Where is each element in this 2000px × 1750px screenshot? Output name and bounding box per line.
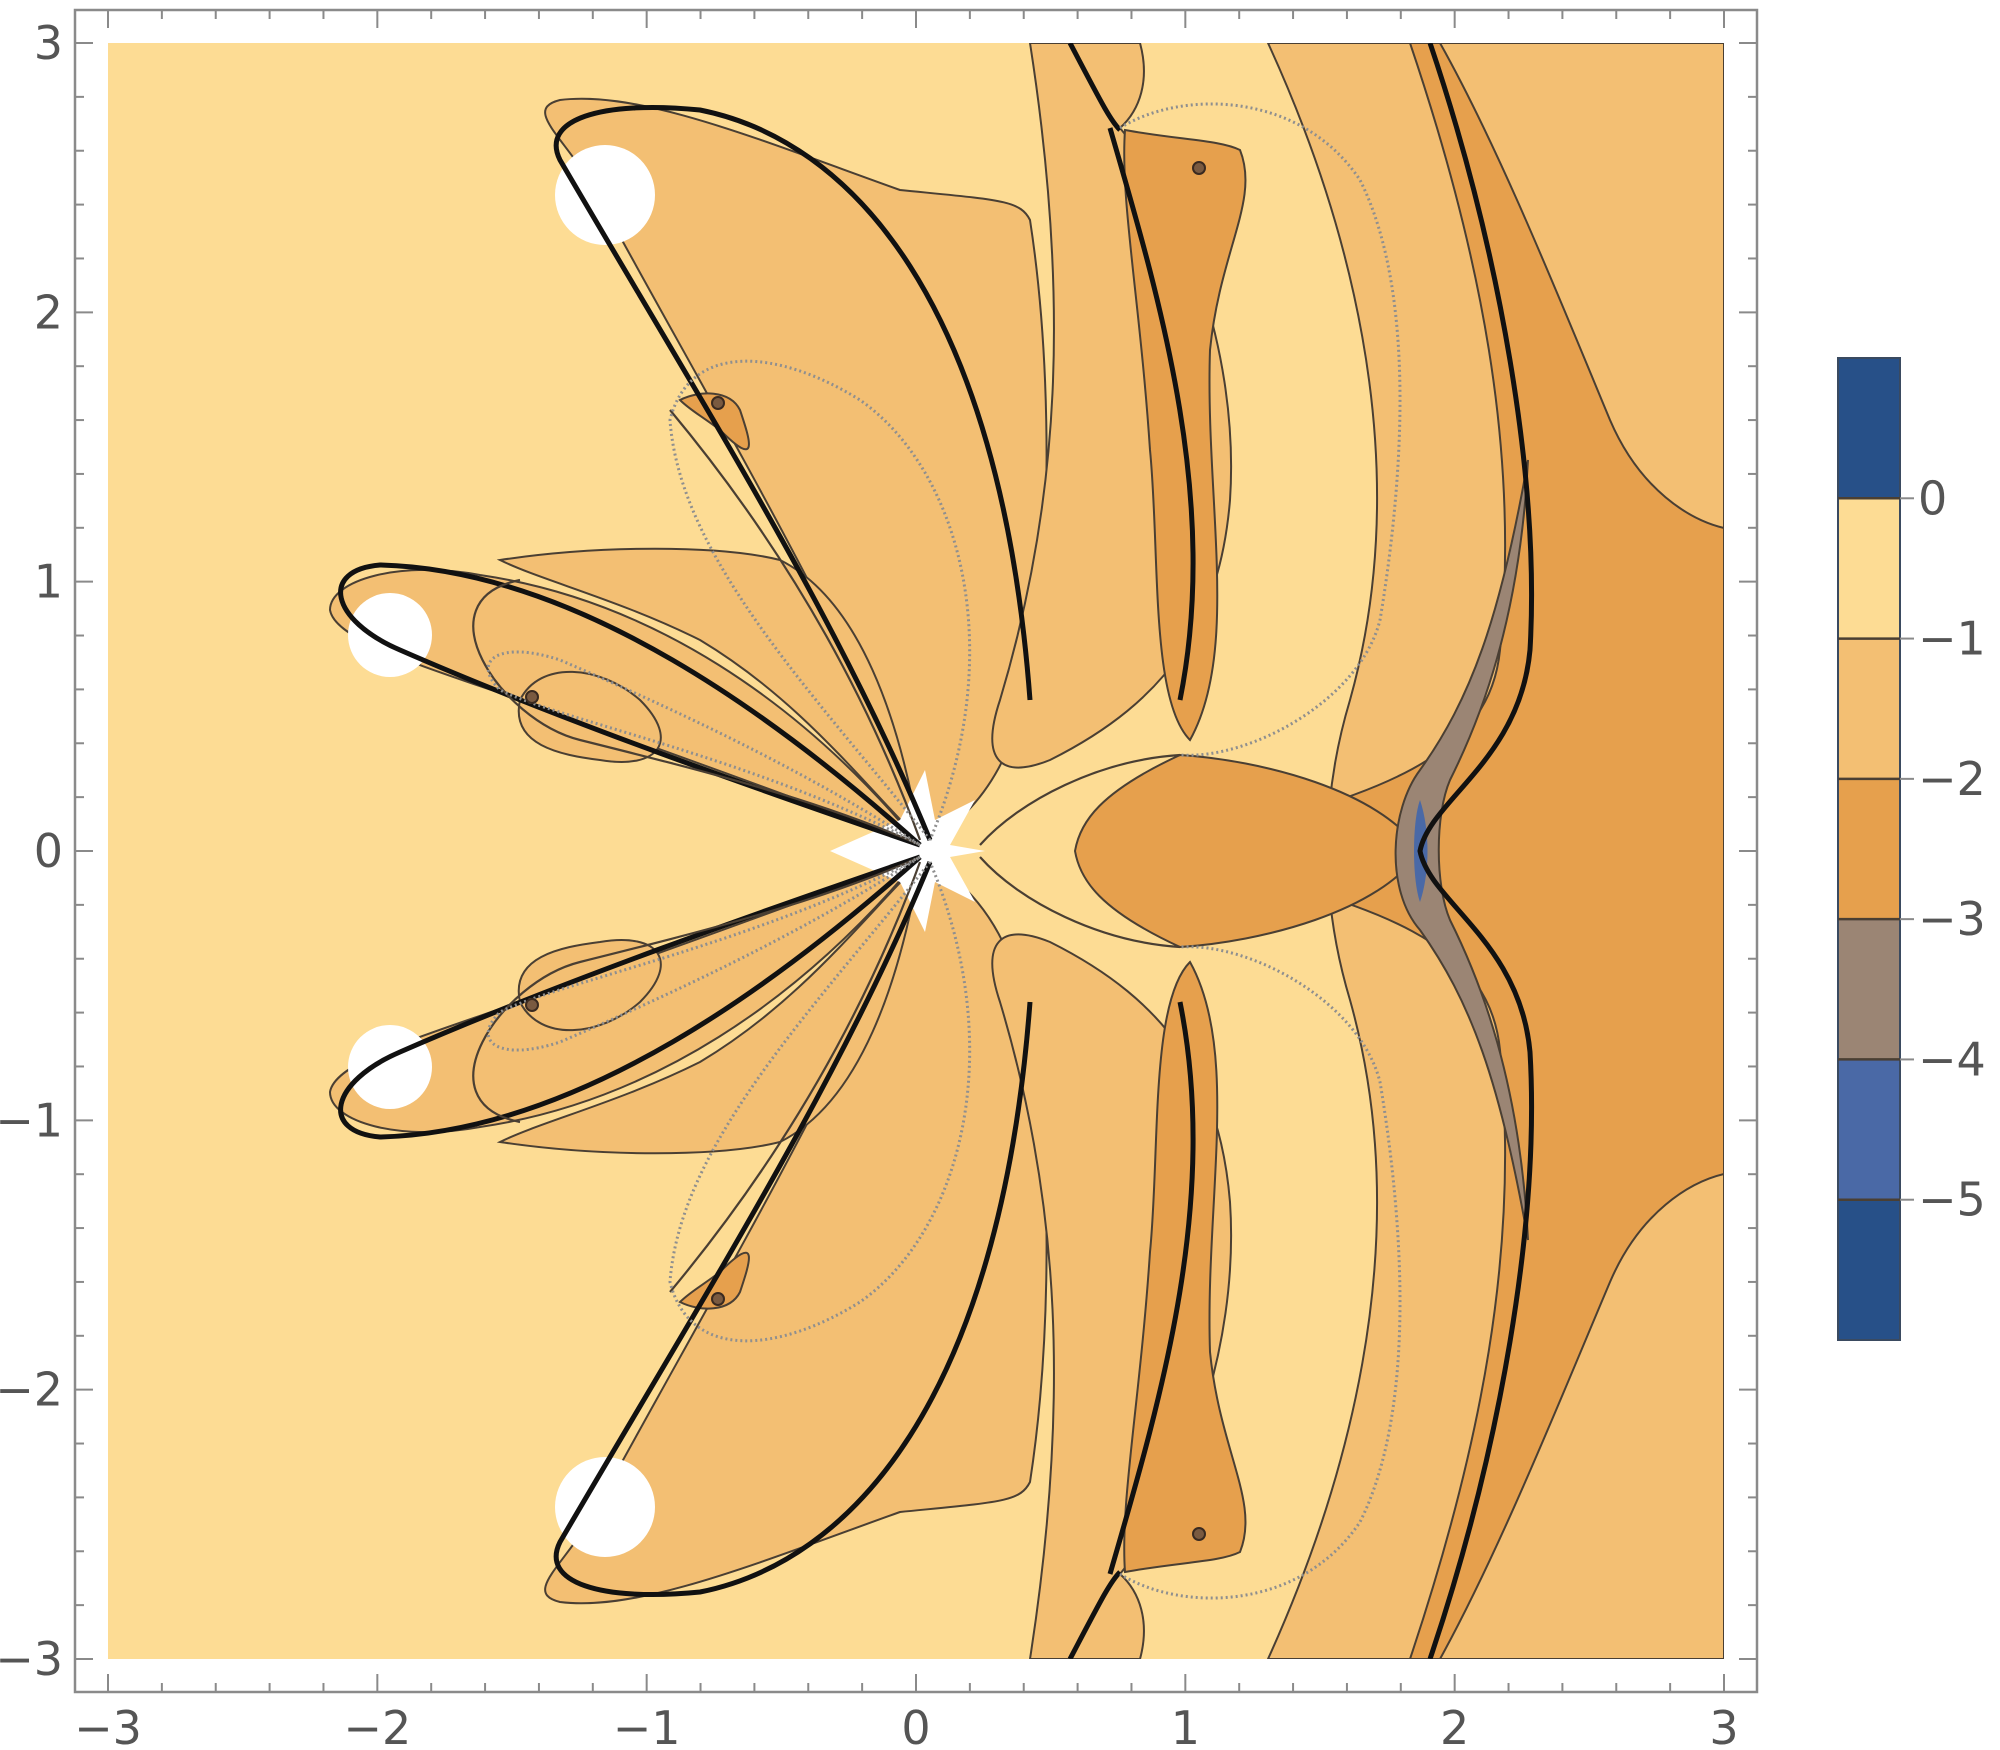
small-marker: [711, 1292, 725, 1306]
contour-line: [979, 856, 1181, 949]
white-disc: [555, 1457, 655, 1557]
dotted-loop: [486, 650, 921, 847]
small-marker: [1192, 1527, 1206, 1541]
colorbar-band: [1838, 1199, 1900, 1340]
colorbar-band: [1838, 778, 1900, 920]
contour-line: [472, 855, 921, 1124]
colorbar-label: −5: [1918, 1173, 1986, 1227]
y-tick-label: 1: [34, 555, 63, 609]
small-marker: [711, 396, 725, 410]
colorbar-band: [1838, 919, 1900, 1060]
colorbar-label: −2: [1918, 752, 1986, 806]
dotted-loop: [668, 861, 972, 1343]
y-tick-label: −2: [0, 1363, 63, 1417]
y-tick-label: 3: [34, 16, 63, 70]
y-tick-label: −1: [0, 1093, 63, 1147]
bold-contour: [1067, 1570, 1122, 1659]
contour-line: [669, 409, 922, 841]
dotted-loop: [486, 855, 921, 1052]
bold-contour: [338, 854, 922, 1140]
small-marker: [1192, 161, 1206, 175]
small-marker: [525, 690, 539, 704]
contour-regions: [328, 43, 1724, 1659]
white-disc: [348, 593, 432, 677]
colorbar-label: 0: [1918, 471, 1947, 525]
bold-contour: [1107, 1001, 1196, 1575]
colorbar-band: [1838, 498, 1900, 639]
x-tick-label: 1: [1171, 1701, 1200, 1750]
x-tick-label: 2: [1440, 1701, 1469, 1750]
dotted-loop: [668, 359, 972, 841]
region-grey-band: [1394, 459, 1529, 1241]
contour-line: [979, 753, 1181, 846]
bold-contour: [1067, 43, 1122, 132]
region-center-orange: [1073, 753, 1422, 949]
y-axis: −3 −2 −1 0 1 2 3: [0, 16, 1757, 1686]
bold-contour: [553, 861, 1033, 1597]
small-marker: [525, 998, 539, 1012]
x-tick-label: 0: [901, 1701, 930, 1750]
y-tick-label: 2: [34, 285, 63, 339]
colorbar-legend: 0 −1 −2 −3 −4 −5: [1837, 357, 1986, 1341]
colorbar-band: [1838, 638, 1900, 779]
colorbar-label: −4: [1918, 1032, 1986, 1086]
bold-contour: [1107, 127, 1196, 701]
dotted-loop: [1119, 102, 1402, 757]
bold-contour: [338, 562, 922, 848]
colorbar-band: [1838, 1059, 1900, 1200]
colorbar-label: −1: [1918, 612, 1986, 666]
white-disc: [348, 1025, 432, 1109]
contour-line: [472, 578, 921, 847]
x-tick-label: −2: [343, 1701, 411, 1750]
petal-upper-3: [496, 547, 922, 843]
colorbar-frame: [1837, 357, 1901, 1341]
y-tick-label: −3: [0, 1632, 63, 1686]
x-tick-label: −3: [74, 1701, 142, 1750]
petal-lower-3: [496, 859, 922, 1155]
colorbar-band: [1838, 358, 1900, 499]
white-star-origin: [830, 770, 985, 932]
y-tick-label: 0: [34, 824, 63, 878]
contour-line: [669, 861, 922, 1293]
x-tick-label: 3: [1709, 1701, 1738, 1750]
dotted-loop: [1119, 945, 1402, 1600]
x-tick-label: −1: [613, 1701, 681, 1750]
white-disc: [555, 145, 655, 245]
colorbar-label: −3: [1918, 892, 1986, 946]
x-axis: −3 −2 −1 0 1 2 3: [74, 10, 1739, 1750]
bold-contour: [1417, 43, 1534, 1659]
bold-contour: [553, 105, 1033, 841]
